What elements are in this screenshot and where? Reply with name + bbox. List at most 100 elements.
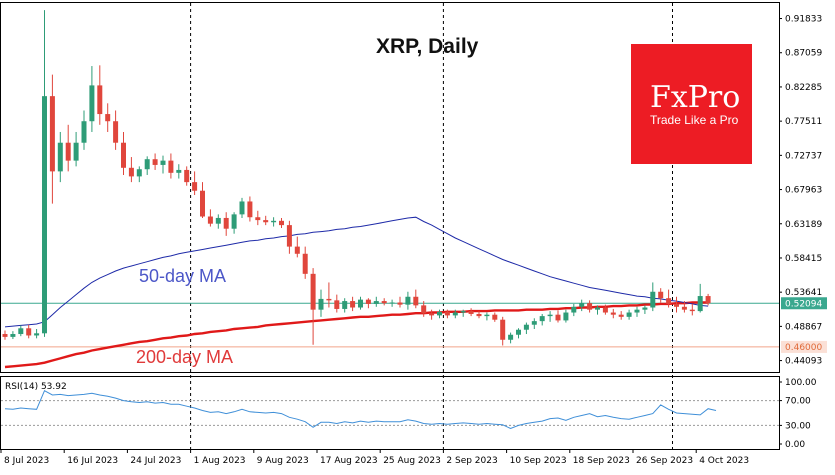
candle: [73, 131, 79, 167]
candle-body: [444, 311, 450, 316]
candle: [531, 318, 537, 330]
candle-body: [279, 220, 284, 226]
candle-body: [200, 190, 205, 217]
candle: [634, 306, 640, 317]
candle: [666, 289, 672, 308]
x-tick-label: 9 Aug 2023: [257, 456, 309, 466]
candle: [302, 246, 308, 279]
candle: [358, 296, 363, 310]
candle-body: [484, 314, 490, 317]
candle-body: [587, 303, 593, 310]
level-price-tag: [781, 340, 827, 353]
candle-body: [160, 160, 166, 165]
candle-body: [523, 324, 529, 330]
candle-body: [365, 299, 371, 304]
candle-body: [73, 142, 79, 161]
candle: [437, 309, 442, 319]
candle: [326, 282, 332, 308]
candle: [602, 304, 608, 315]
candle-body: [223, 217, 229, 229]
y-tick-label: 0.48867: [785, 322, 822, 332]
candle: [279, 217, 284, 228]
candle: [239, 197, 245, 218]
candle-body: [350, 301, 356, 308]
y-tick-label: 0.44093: [785, 357, 822, 367]
candle: [271, 217, 277, 227]
rsi-plot-frame: [0, 376, 780, 450]
candle: [705, 293, 711, 306]
candle: [642, 305, 648, 314]
candle: [595, 305, 600, 315]
candle-body: [626, 312, 632, 317]
candle: [26, 324, 32, 339]
rsi-y-tick-label: 70.00: [785, 397, 811, 407]
candle: [200, 182, 205, 218]
candle: [460, 309, 466, 317]
candle: [18, 325, 24, 337]
candle-body: [10, 334, 16, 337]
x-tick-label: 25 Aug 2023: [383, 456, 441, 466]
candle-body: [255, 217, 261, 221]
candle-body: [271, 220, 277, 223]
candle: [334, 294, 340, 313]
logo-background: [631, 44, 752, 164]
candle-body: [602, 307, 608, 313]
svg-text:Trade Like a Pro: Trade Like a Pro: [650, 113, 739, 127]
candle-body: [468, 311, 474, 314]
candle-body: [413, 296, 419, 306]
candle-body: [239, 201, 245, 215]
candle: [121, 131, 126, 175]
ma50-label: 50-day MA: [139, 266, 226, 286]
candle: [523, 322, 529, 335]
candle-body: [437, 311, 442, 316]
candle-body: [547, 314, 553, 317]
candle: [294, 236, 300, 258]
candle: [579, 299, 585, 312]
candle: [160, 155, 166, 174]
main-chart-layer: 0.91833 0.87059 0.82285 0.77511 0.72737 0.679…: [0, 3, 827, 466]
candle-body: [571, 306, 577, 313]
candle-body: [152, 159, 158, 165]
candle-body: [476, 313, 482, 317]
candle: [215, 214, 221, 229]
candle: [563, 309, 569, 323]
candle-body: [2, 334, 8, 337]
candle-body: [34, 333, 40, 336]
y-tick-label: 0.82285: [785, 83, 822, 93]
candle-body: [302, 253, 308, 274]
candle: [168, 153, 174, 179]
candle-body: [57, 142, 63, 172]
rsi-chart-layer: 100.00 70.00 30.00 0.00: [1, 378, 817, 450]
candle-body: [429, 313, 435, 316]
candle: [310, 268, 316, 345]
y-tick-label: 0.63189: [785, 220, 822, 230]
candle: [444, 309, 450, 319]
candle-body: [460, 311, 466, 313]
chart-title: XRP, Daily: [376, 35, 479, 58]
candle: [468, 308, 474, 317]
candle: [223, 212, 229, 236]
candle-body: [97, 85, 103, 115]
candle: [452, 309, 458, 319]
candle: [231, 212, 237, 234]
x-tick-label: 2 Sep 2023: [446, 456, 497, 466]
candle-body: [373, 301, 379, 304]
candle-body: [595, 307, 600, 310]
candle-body: [681, 306, 687, 310]
candle: [476, 311, 482, 319]
x-tick-label: 17 Aug 2023: [320, 456, 378, 466]
candle-body: [618, 314, 624, 317]
candle: [49, 74, 55, 204]
candle: [89, 66, 95, 132]
candle-body: [176, 169, 182, 173]
ma50-line: [4, 216, 709, 328]
candle-body: [666, 298, 672, 304]
candle: [389, 299, 395, 307]
candle: [650, 282, 656, 312]
candle: [618, 311, 624, 320]
candle-body: [168, 160, 174, 173]
candle-body: [563, 312, 569, 321]
candle: [373, 296, 379, 307]
candle: [587, 300, 593, 313]
